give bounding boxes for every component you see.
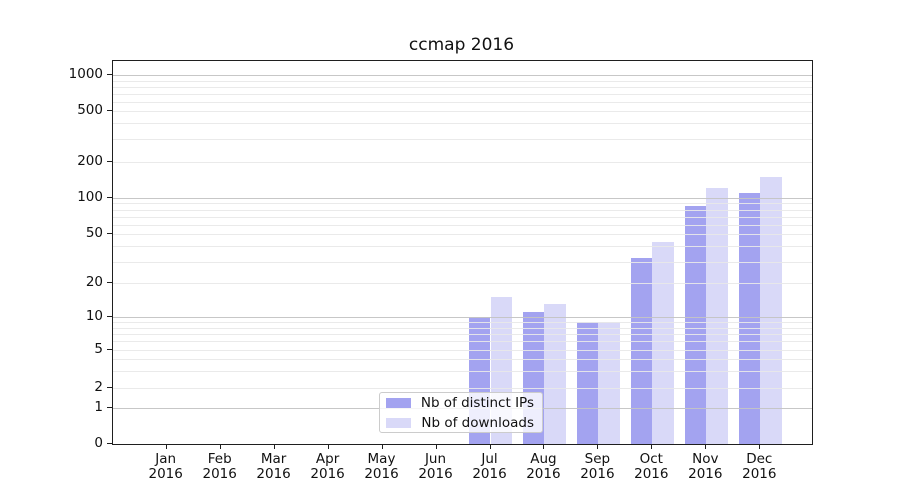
y-tick-label: 10 — [85, 308, 103, 324]
x-tick-label: Dec 2016 — [742, 451, 777, 482]
minor-gridline — [113, 101, 812, 103]
x-tick-label: May 2016 — [364, 451, 399, 482]
y-tick-label: 50 — [85, 225, 103, 242]
y-tick-label: 500 — [77, 102, 103, 118]
x-tick-label: Jan 2016 — [148, 451, 183, 482]
minor-gridline — [113, 341, 812, 342]
legend: Nb of distinct IPs Nb of downloads — [379, 392, 543, 433]
x-tick-label: Jun 2016 — [418, 451, 453, 482]
bar-distinct-ips-oct — [630, 258, 653, 444]
plot-area: Nb of distinct IPs Nb of downloads — [112, 60, 813, 445]
y-tick-mark — [107, 316, 112, 317]
bar-downloads-nov — [706, 188, 728, 444]
x-tick-label: Sep 2016 — [580, 451, 615, 482]
x-tick-label: Feb 2016 — [202, 451, 237, 482]
x-tick-mark — [165, 444, 167, 449]
y-tick-label: 100 — [77, 188, 103, 205]
y-tick-mark — [107, 233, 112, 235]
bar-downloads-dec — [760, 176, 782, 444]
x-tick-mark — [489, 444, 491, 449]
minor-gridline — [113, 261, 812, 263]
x-tick-label: Nov 2016 — [688, 451, 723, 482]
minor-gridline — [113, 224, 812, 226]
bar-downloads-aug — [544, 304, 566, 444]
minor-gridline — [113, 209, 812, 211]
minor-gridline — [113, 93, 812, 95]
y-tick-label: 20 — [85, 274, 103, 291]
x-tick-mark — [219, 444, 221, 449]
legend-label-distinct-ips: Nb of distinct IPs — [420, 394, 534, 411]
minor-gridline — [113, 123, 812, 125]
minor-gridline — [113, 327, 812, 329]
minor-gridline — [113, 234, 812, 236]
minor-gridline — [113, 216, 812, 218]
x-tick-mark — [597, 444, 599, 449]
legend-swatch-downloads — [386, 417, 412, 428]
bar-downloads-sep — [598, 321, 620, 444]
y-tick-mark — [107, 110, 112, 111]
x-tick-label: Oct 2016 — [634, 451, 669, 482]
minor-gridline — [113, 203, 812, 205]
y-tick-mark — [107, 161, 112, 162]
major-gridline — [113, 317, 812, 318]
minor-gridline — [113, 349, 812, 351]
minor-gridline — [113, 246, 812, 248]
x-tick-mark — [381, 444, 383, 449]
minor-gridline — [113, 358, 812, 360]
minor-gridline — [113, 139, 812, 141]
minor-gridline — [113, 370, 812, 372]
legend-item-distinct-ips: Nb of distinct IPs — [386, 395, 534, 411]
legend-swatch-distinct-ips — [386, 397, 411, 408]
y-tick-label: 5 — [94, 340, 103, 357]
bar-distinct-ips-nov — [684, 206, 707, 444]
y-tick-mark — [107, 74, 112, 75]
x-tick-label: Jul 2016 — [472, 451, 507, 482]
legend-label-downloads: Nb of downloads — [421, 414, 534, 431]
y-tick-label: 2 — [94, 378, 103, 395]
y-tick-mark — [107, 196, 112, 198]
major-gridline — [113, 197, 812, 199]
y-tick-mark — [107, 386, 112, 388]
minor-gridline — [113, 387, 812, 389]
minor-gridline — [113, 162, 812, 163]
y-tick-mark — [107, 443, 112, 444]
minor-gridline — [113, 333, 812, 335]
bar-distinct-ips-dec — [738, 192, 761, 444]
y-tick-mark — [107, 348, 112, 350]
y-tick-label: 0 — [94, 435, 103, 451]
x-tick-mark — [435, 444, 437, 449]
bar-downloads-oct — [652, 242, 674, 444]
minor-gridline — [113, 80, 812, 82]
x-tick-mark — [651, 444, 653, 449]
y-tick-label: 1000 — [68, 66, 103, 82]
x-tick-label: Mar 2016 — [256, 451, 291, 482]
x-tick-mark — [705, 444, 707, 449]
x-tick-label: Aug 2016 — [526, 451, 561, 482]
major-gridline — [113, 75, 812, 76]
y-tick-label: 200 — [77, 153, 103, 169]
minor-gridline — [113, 283, 812, 285]
minor-gridline — [113, 321, 812, 323]
chart-title: ccmap 2016 — [408, 35, 515, 55]
y-tick-mark — [107, 282, 112, 284]
x-tick-label: Apr 2016 — [310, 451, 345, 482]
y-tick-label: 1 — [94, 399, 103, 416]
x-tick-mark — [543, 444, 545, 449]
y-tick-mark — [107, 407, 112, 409]
x-tick-mark — [327, 444, 329, 449]
x-tick-mark — [759, 444, 761, 449]
x-tick-mark — [273, 444, 275, 449]
minor-gridline — [113, 86, 812, 88]
minor-gridline — [113, 111, 812, 112]
bar-distinct-ips-sep — [576, 321, 599, 444]
legend-item-downloads: Nb of downloads — [386, 415, 534, 431]
